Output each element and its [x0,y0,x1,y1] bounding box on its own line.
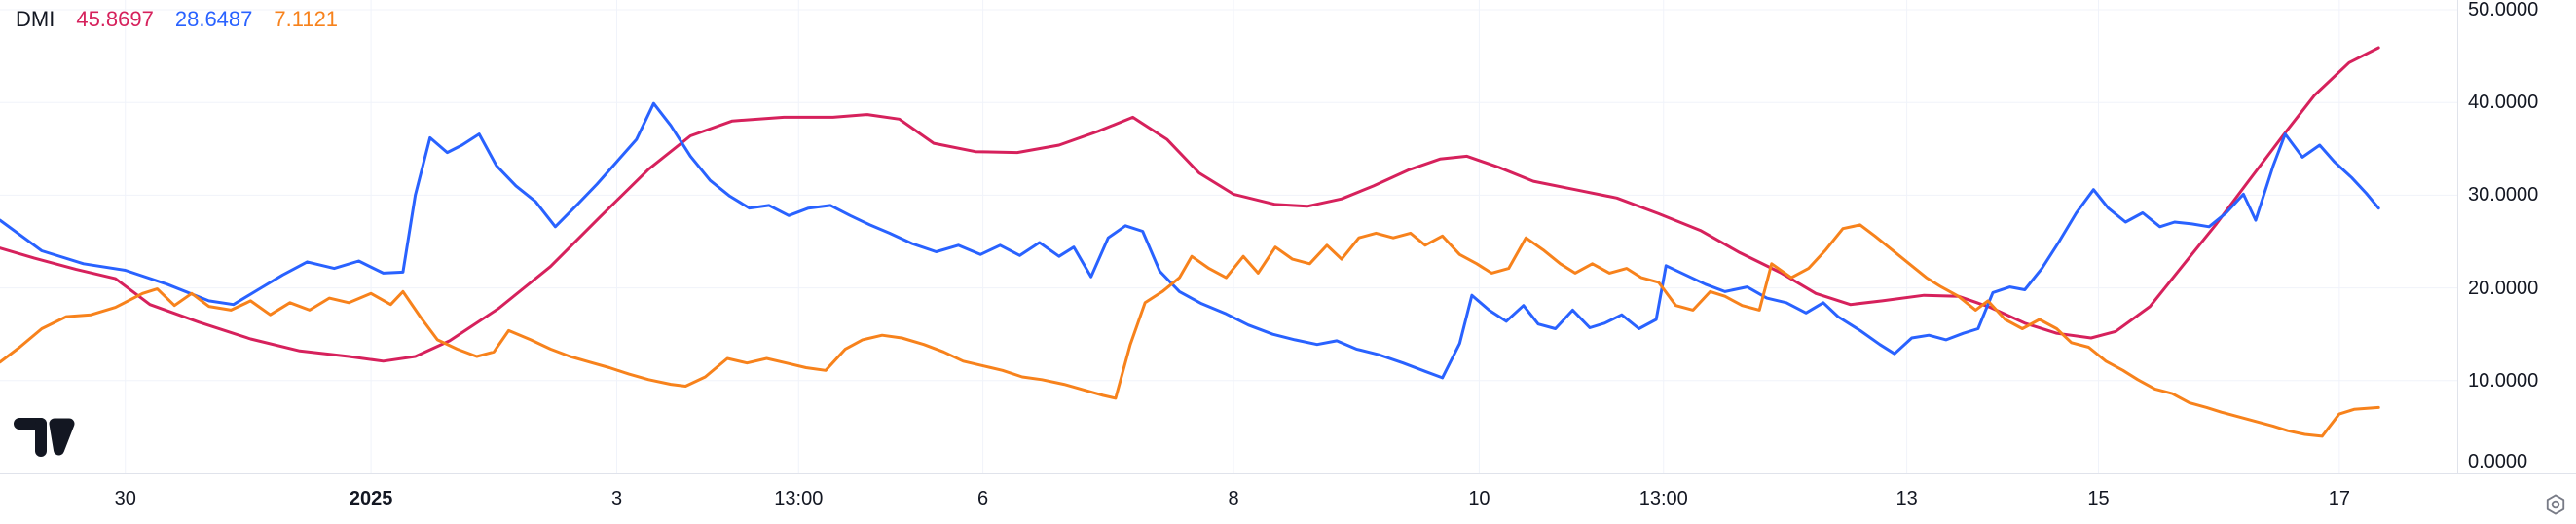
time-axis-label: 3 [610,488,623,509]
dmi-chart-svg[interactable] [0,0,2457,473]
indicator-legend[interactable]: DMI 45.8697 28.6487 7.1121 [16,6,338,33]
time-axis-label: 13:00 [1638,488,1688,509]
time-axis-label: 30 [114,488,136,509]
series-line-minus-di[interactable] [0,223,2380,438]
price-axis-label: 50.0000 [2468,0,2539,20]
indicator-values: 45.8697 28.6487 7.1121 [76,6,338,33]
time-axis[interactable]: 30 2025 3 13:00 6 8 10 13:00 13 15 17 [0,473,2576,524]
price-axis-label: 0.0000 [2468,451,2528,472]
time-axis-label: 17 [2328,488,2350,509]
time-axis-label: 13 [1895,488,1918,509]
indicator-title[interactable]: DMI [16,7,55,31]
tradingview-logo-mark [14,418,75,457]
price-axis[interactable]: 50.0000 40.0000 30.0000 20.0000 10.0000 0.000… [2457,0,2576,473]
series-line-plusminus-di[interactable] [0,101,2380,380]
legend-value-minus_di: 7.1121 [274,7,339,31]
price-axis-label: 40.0000 [2468,92,2539,114]
tradingview-logo[interactable] [14,418,76,462]
legend-value-plus_di: 28.6487 [174,7,253,31]
time-axis-label: 2025 [349,488,393,509]
time-axis-label: 13:00 [774,488,824,509]
series-line-adx[interactable] [0,46,2380,363]
time-axis-label: 6 [977,488,989,509]
chart-plot-area[interactable] [0,0,2457,473]
price-axis-label: 20.0000 [2468,277,2539,299]
time-axis-label: 15 [2087,488,2110,509]
legend-value-adx: 45.8697 [76,7,154,31]
gear-settings-icon[interactable] [2543,492,2568,517]
time-axis-label: 8 [1228,488,1239,509]
price-axis-label: 10.0000 [2468,369,2539,392]
time-axis-label: 10 [1468,488,1490,509]
price-axis-label: 30.0000 [2468,184,2539,206]
